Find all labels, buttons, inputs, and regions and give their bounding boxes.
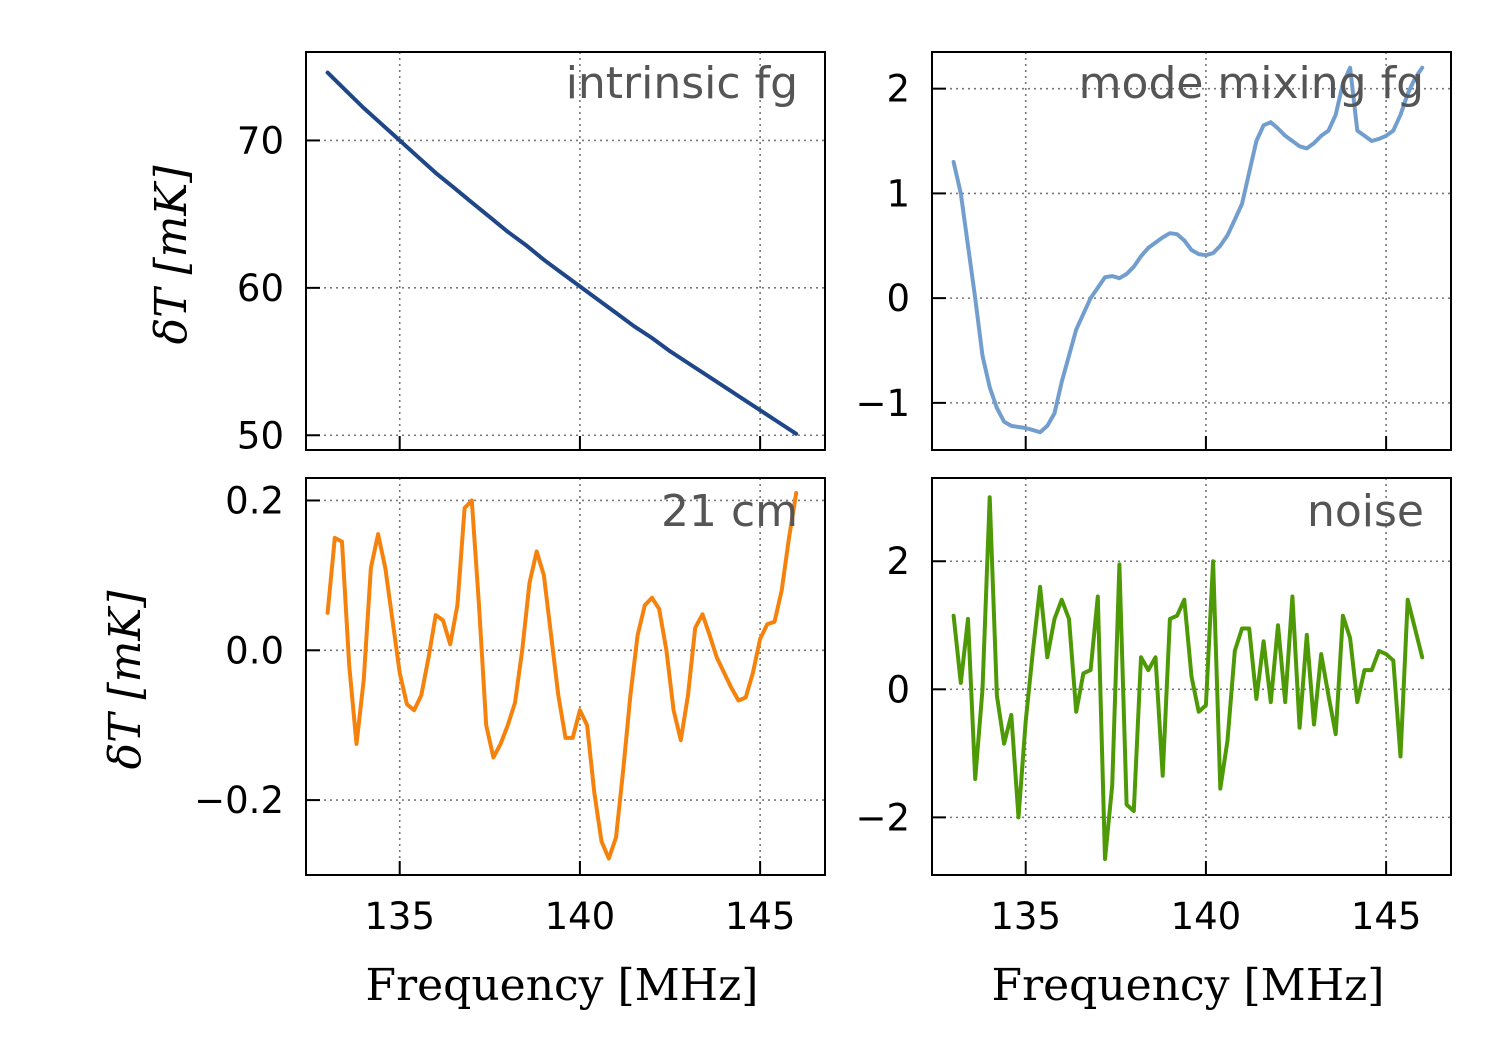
axes-frame-noise — [931, 477, 1452, 876]
panel-mode-mixing-fg: −1 0 1 2 mode mixing fg — [855, 51, 1452, 451]
y-tick-label: 50 — [237, 414, 284, 457]
panel-title-noise: noise — [1307, 486, 1424, 537]
panel-noise: 135 140 145 −2 0 2 noise — [855, 477, 1452, 938]
x-tick-label: 140 — [545, 895, 616, 938]
ticks-mode-mixing-fg: −1 0 1 2 — [855, 68, 1388, 450]
x-tick-label: 145 — [725, 895, 796, 938]
panel-title-mode-mixing-fg: mode mixing fg — [1079, 58, 1424, 109]
ticks-21cm: 135 140 145 −0.2 0.0 0.2 — [194, 479, 795, 938]
y-axis-title-bottom: δT [mK] — [100, 590, 151, 770]
y-tick-label: 0.0 — [225, 629, 284, 672]
series-line-21cm — [325, 491, 799, 861]
grid-intrinsic-fg — [306, 52, 825, 450]
x-axis-title-left: Frequency [MHz] — [366, 960, 759, 1011]
panel-intrinsic-fg: 50 60 70 intrinsic fg — [237, 51, 826, 457]
axes-frame-intrinsic-fg — [305, 51, 826, 451]
panel-title-intrinsic-fg: intrinsic fg — [566, 58, 798, 109]
series-21cm — [325, 491, 799, 861]
grid-mode-mixing-fg — [932, 52, 1451, 450]
x-tick-label: 145 — [1351, 895, 1422, 938]
x-tick-label: 135 — [364, 895, 435, 938]
y-tick-label: −1 — [855, 382, 910, 425]
y-tick-label: 2 — [886, 540, 910, 583]
x-tick-label: 135 — [990, 895, 1061, 938]
x-axis-title-right: Frequency [MHz] — [992, 960, 1385, 1011]
series-noise — [951, 495, 1425, 861]
y-tick-label: 70 — [237, 119, 284, 162]
y-tick-label: 2 — [886, 68, 910, 111]
y-tick-label: 0 — [886, 277, 910, 320]
series-line-intrinsic-fg — [325, 70, 799, 436]
series-intrinsic-fg — [325, 70, 799, 436]
ticks-intrinsic-fg: 50 60 70 — [237, 119, 762, 457]
y-tick-label: −0.2 — [194, 779, 284, 822]
y-tick-label: 1 — [886, 172, 910, 215]
y-tick-label: 0 — [886, 668, 910, 711]
y-tick-label: 0.2 — [225, 479, 284, 522]
grid-21cm — [306, 478, 825, 875]
axes-frame-21cm — [305, 477, 826, 876]
series-line-noise — [951, 495, 1425, 861]
y-tick-label: −2 — [855, 796, 910, 839]
y-axis-title-top: δT [mK] — [146, 165, 197, 345]
panel-title-21cm: 21 cm — [661, 486, 798, 537]
ticks-noise: 135 140 145 −2 0 2 — [855, 540, 1421, 938]
x-tick-label: 140 — [1171, 895, 1242, 938]
series-mode-mixing-fg — [951, 65, 1425, 435]
panel-21cm: 135 140 145 −0.2 0.0 0.2 21 cm — [194, 477, 826, 938]
series-line-mode-mixing-fg — [951, 65, 1425, 435]
y-tick-label: 60 — [237, 267, 284, 310]
axes-frame-mode-mixing-fg — [931, 51, 1452, 451]
